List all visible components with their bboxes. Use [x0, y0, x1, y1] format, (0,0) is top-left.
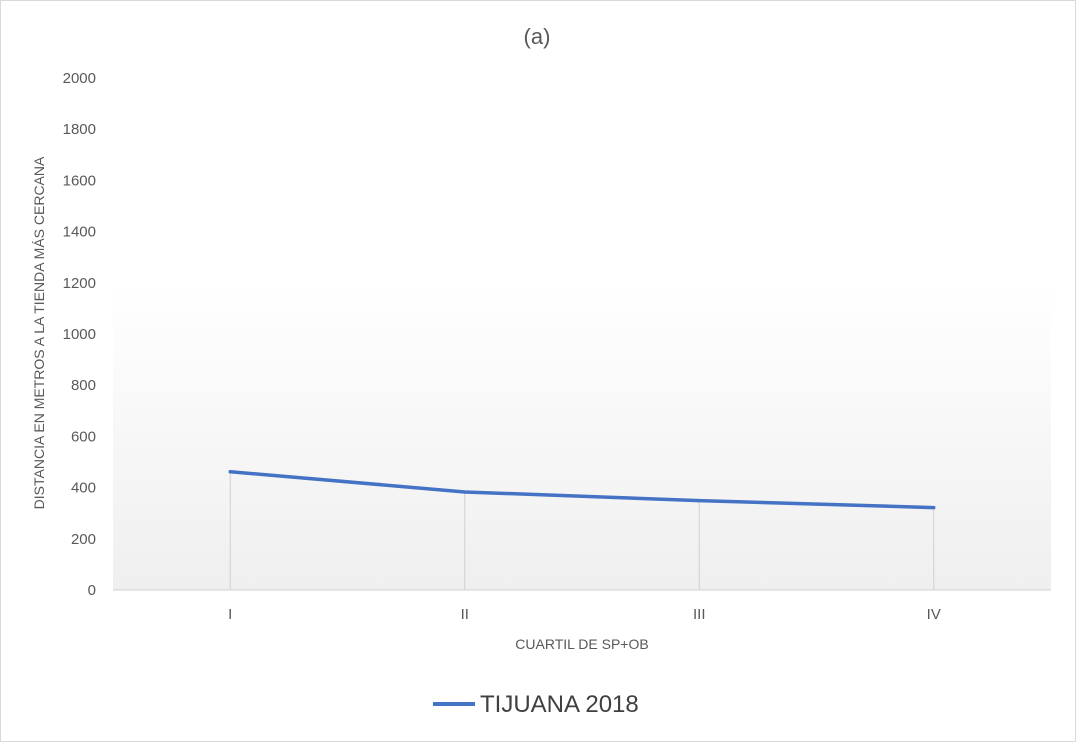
series-line [228, 469, 936, 510]
legend: TIJUANA 2018 [433, 691, 639, 718]
plot-area [113, 196, 1051, 590]
y-tick-label: 400 [71, 480, 96, 497]
series-lines [228, 469, 936, 510]
x-axis-tick-labels: I II III IV [228, 606, 941, 623]
drop-lines [229, 471, 935, 590]
y-tick-label: 1400 [63, 224, 96, 241]
y-tick-label: 0 [88, 582, 96, 599]
y-tick-label: 800 [71, 377, 96, 394]
data-point [463, 490, 467, 494]
y-axis-tick-labels: 0 200 400 600 800 1000 1200 1400 1600 1800 2000 [63, 70, 96, 599]
y-tick-label: 1800 [63, 121, 96, 138]
x-tick-label: II [461, 606, 469, 623]
y-axis-label: DISTANCIA EN METROS A LA TIENDA MÁS CERC… [31, 156, 47, 509]
data-point [697, 499, 701, 503]
data-point [932, 506, 936, 510]
y-tick-label: 1200 [63, 275, 96, 292]
y-tick-label: 1000 [63, 326, 96, 343]
data-point [228, 470, 232, 474]
y-tick-label: 600 [71, 428, 96, 445]
y-tick-label: 1600 [63, 172, 96, 189]
chart-title: (a) [524, 24, 551, 49]
y-tick-label: 2000 [63, 70, 96, 87]
x-tick-label: III [693, 606, 706, 623]
y-tick-label: 200 [71, 531, 96, 548]
x-axis-label: CUARTIL DE SP+OB [515, 636, 648, 652]
legend-label: TIJUANA 2018 [480, 691, 639, 718]
x-tick-label: I [228, 606, 232, 623]
x-tick-label: IV [927, 606, 941, 623]
